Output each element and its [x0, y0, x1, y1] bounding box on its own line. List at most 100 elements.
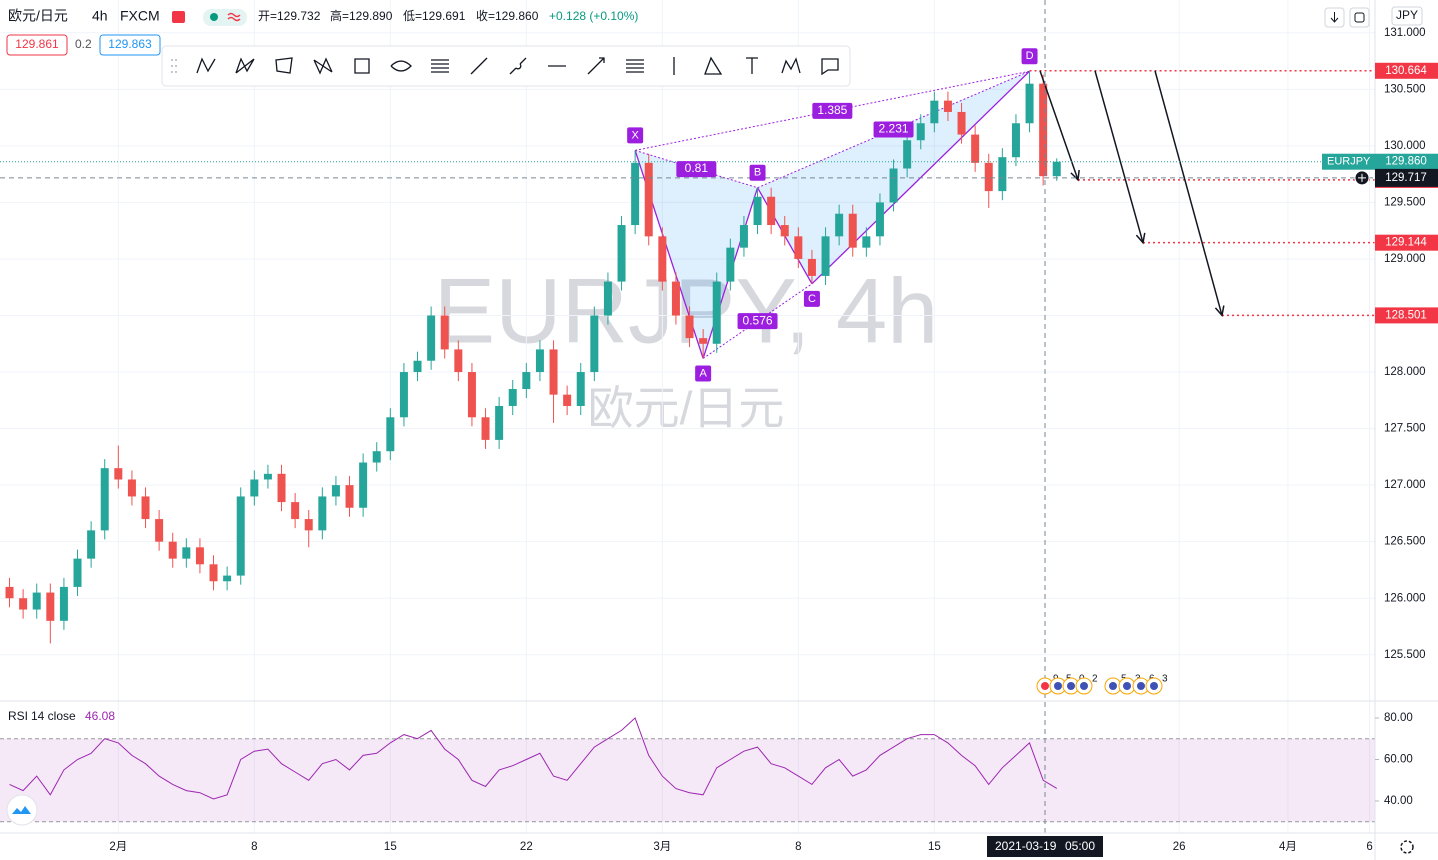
symbol[interactable]: 欧元/日元 [8, 8, 68, 24]
bid-price: 129.861 [15, 37, 59, 51]
toolbar-icon[interactable] [235, 57, 255, 74]
pattern-ratio-box [812, 102, 853, 119]
pattern-ratio-box [676, 161, 717, 178]
candle-body [903, 140, 912, 169]
pattern-ratio-box [737, 313, 778, 330]
candle-body [930, 100, 939, 124]
ohlc-value: 收=129.860 [476, 9, 539, 23]
candle-body [984, 162, 993, 192]
flag-icon[interactable] [172, 11, 185, 23]
currency: JPY [1396, 8, 1418, 22]
rsi-tick-label: 40.00 [1384, 795, 1413, 807]
drawing-toolbar [161, 45, 851, 87]
toolbar-icon[interactable] [431, 59, 449, 73]
crosshair-price: 129.717 [1385, 172, 1427, 184]
candle-body [481, 417, 490, 440]
pattern-ratio-box [873, 121, 914, 138]
pattern-ratio: 0.576 [743, 313, 773, 327]
toolbar-icon[interactable] [746, 57, 758, 74]
candle-body [195, 547, 204, 565]
y-tick-label: 130.500 [1384, 83, 1426, 95]
candle-body [345, 485, 354, 508]
settings-icon[interactable] [1400, 840, 1414, 854]
rsi-tick-label: 80.00 [1384, 712, 1413, 724]
x-tick-label: 15 [928, 841, 941, 853]
target-label: 128.501 [1385, 309, 1427, 321]
candle-body [875, 202, 884, 237]
candle-body [399, 372, 408, 418]
toolbar-icon[interactable] [354, 58, 370, 74]
interval[interactable]: 4h [92, 8, 108, 24]
candle-body [821, 236, 830, 276]
pattern-point-box [1021, 48, 1038, 65]
watermark-subtitle: 欧元/日元 [588, 382, 785, 434]
status-dot [210, 13, 218, 21]
logo-badge[interactable] [6, 794, 38, 826]
ask-box[interactable] [99, 34, 161, 56]
pattern-point-box [695, 365, 712, 382]
crosshair-add-icon [1358, 173, 1366, 182]
pattern-point-label: X [631, 129, 639, 141]
toolbar-icon[interactable] [821, 58, 839, 76]
arrow-head [1135, 232, 1146, 245]
rsi-last-value: 46.08 [85, 709, 115, 723]
candle-body [182, 547, 191, 559]
target-label-box [1375, 307, 1438, 324]
toolbar-icon[interactable] [781, 57, 801, 74]
x-tick-label: 2月 [109, 841, 127, 853]
target-arrow [1154, 70, 1223, 316]
candle-body [236, 496, 245, 576]
candle-body [631, 162, 640, 226]
fullscreen-button[interactable] [1349, 7, 1370, 28]
toolbar-icon[interactable] [313, 57, 333, 75]
toolbar-grip [175, 59, 177, 61]
y-tick-label: 129.500 [1384, 196, 1426, 208]
toolbar-icon[interactable] [470, 57, 488, 75]
candle-body [467, 372, 476, 418]
toolbar-icon[interactable] [704, 56, 723, 75]
candle-body [699, 338, 708, 344]
candle-body [671, 281, 680, 316]
target-arrow [1094, 70, 1144, 243]
toolbar-icon[interactable] [587, 57, 605, 75]
pattern-fill [635, 150, 758, 359]
candle-body [223, 575, 232, 582]
candle-body [440, 315, 449, 350]
last-price-label: 129.860 [1385, 156, 1427, 168]
candle-body [848, 213, 857, 248]
candle-body [739, 225, 748, 248]
target-label-box [1375, 234, 1438, 251]
event-flag [1109, 682, 1117, 690]
candle-body [943, 100, 952, 112]
candle-body [916, 123, 925, 141]
event-flag [1137, 682, 1145, 690]
x-tick-label: 15 [384, 841, 397, 853]
target-label: 129.144 [1385, 237, 1427, 249]
logo-icon [12, 806, 31, 814]
candle-body [19, 598, 28, 610]
toolbar-icon[interactable] [275, 57, 293, 74]
candle-body [359, 462, 368, 508]
crosshair-time: 05:00 [1065, 839, 1095, 853]
candle-body [318, 496, 327, 531]
x-tick-label: 3月 [653, 841, 671, 853]
candle-body [835, 213, 844, 237]
toolbar-icon[interactable] [509, 57, 527, 75]
pattern-point-box [803, 290, 820, 307]
candle-body [168, 541, 177, 559]
toolbar-icon[interactable] [196, 57, 216, 74]
bid-box[interactable] [6, 34, 68, 56]
candle-body [304, 519, 313, 531]
candle-body [862, 236, 871, 248]
currency-button[interactable] [1391, 6, 1423, 26]
event-count: 2 [1092, 674, 1098, 685]
toolbar-icon[interactable] [626, 59, 644, 73]
candle-body [535, 349, 544, 373]
candle-body [726, 247, 735, 282]
toolbar-icon[interactable] [390, 60, 412, 72]
pattern-point-box [749, 164, 766, 181]
status-pill[interactable] [203, 9, 247, 26]
